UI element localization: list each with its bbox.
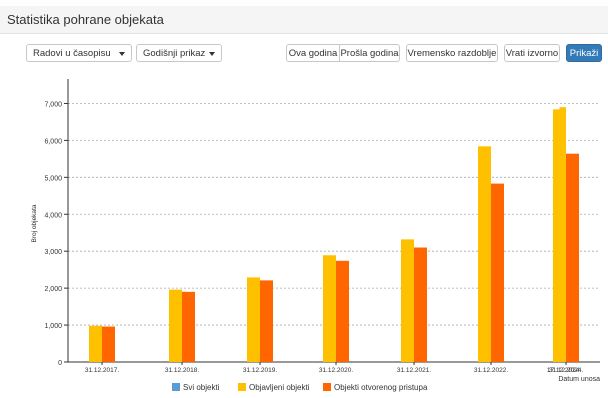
y-tick-label: 4,000	[44, 212, 62, 219]
x-tick-label: 17.12.2024.	[547, 367, 582, 374]
chevron-down-icon	[209, 52, 215, 56]
x-axis-label: Datum unosa	[558, 376, 600, 383]
x-tick-label: 31.12.2020.	[319, 367, 354, 374]
y-tick-label: 2,000	[44, 286, 62, 293]
storage-bar-chart: 0 1,000 2,000 3,000 4,000 5,000 6,000 7,000 Broj…	[31, 79, 600, 392]
legend-label: Svi objekti	[183, 383, 220, 392]
legend-swatch	[323, 383, 331, 391]
object-type-select-value: Radovi u časopisu	[33, 48, 111, 59]
bar-open-access	[566, 153, 579, 362]
bar-open-access	[414, 247, 427, 362]
y-tick-label: 1,000	[44, 323, 62, 330]
x-tick-label: 31.12.2018.	[165, 367, 200, 374]
y-tick-label: 3,000	[44, 249, 62, 256]
legend-label: Objavljeni objekti	[249, 383, 310, 392]
reset-button[interactable]: Vrati izvorno	[504, 44, 560, 62]
view-mode-select[interactable]: Godišnji prikaz	[136, 44, 222, 62]
y-tick-label: 7,000	[44, 101, 62, 108]
last-year-button[interactable]: Prošla godina	[340, 44, 400, 62]
bar-open-access	[491, 183, 504, 362]
x-tick-label: 31.12.2019.	[243, 367, 278, 374]
bar-published	[323, 255, 336, 362]
legend-swatch	[238, 383, 246, 391]
x-tick-label: 31.12.2022.	[474, 367, 509, 374]
toolbar: Radovi u časopisu Godišnji prikaz Ova go…	[0, 44, 608, 64]
bar-published	[247, 277, 260, 362]
view-mode-select-value: Godišnji prikaz	[143, 48, 206, 59]
legend-swatch	[172, 383, 180, 391]
bar-open-access	[102, 326, 115, 362]
chevron-down-icon	[119, 52, 125, 56]
panel-header: Statistika pohrane objekata	[0, 6, 608, 34]
legend-label: Objekti otvorenog pristupa	[334, 383, 428, 392]
bar-published	[553, 109, 560, 362]
time-range-button[interactable]: Vremensko razdoblje	[406, 44, 498, 62]
bar-published	[478, 146, 491, 362]
y-tick-label: 0	[58, 360, 62, 367]
show-button[interactable]: Prikaži	[566, 44, 602, 62]
y-axis-label: Broj objekata	[31, 204, 38, 242]
bar-open-access	[260, 280, 273, 362]
bar-open-access	[182, 291, 195, 362]
bar-published	[169, 289, 182, 362]
x-tick-label: 31.12.2021.	[397, 367, 432, 374]
y-tick-label: 6,000	[44, 138, 62, 145]
panel-title: Statistika pohrane objekata	[7, 12, 164, 27]
object-type-select[interactable]: Radovi u časopisu	[26, 44, 132, 62]
bar-published	[89, 325, 102, 362]
bar-published	[401, 239, 414, 362]
x-tick-label: 31.12.2024.	[549, 367, 584, 374]
bar-published	[559, 107, 566, 362]
y-tick-label: 5,000	[44, 175, 62, 182]
bar-open-access	[336, 260, 349, 362]
this-year-button[interactable]: Ova godina	[286, 44, 340, 62]
x-tick-label: 31.12.2017.	[85, 367, 120, 374]
